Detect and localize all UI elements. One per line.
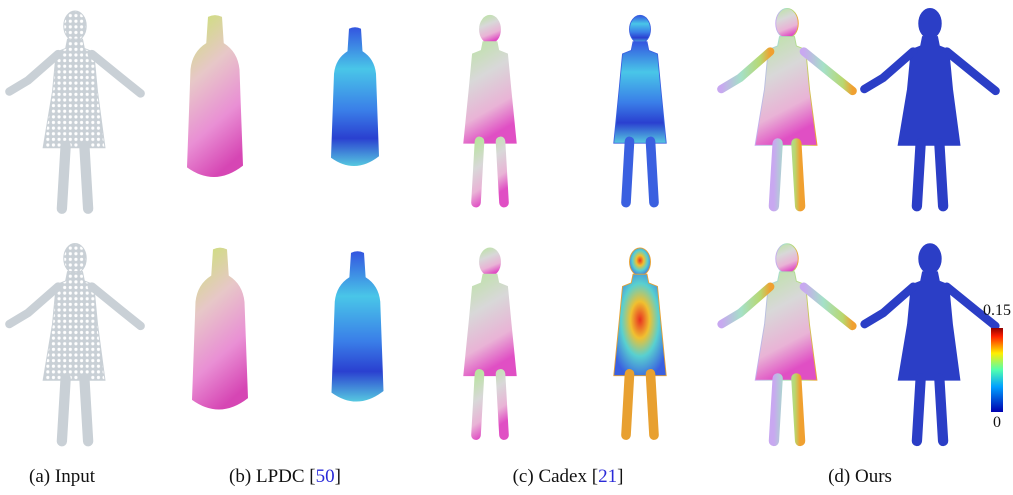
caption: (d) Ours (828, 466, 892, 488)
colorbar (991, 328, 1003, 412)
citation[interactable]: 21 (598, 466, 617, 487)
caption-text: ] (335, 466, 341, 487)
caption: (a) Input (29, 466, 95, 488)
caption-text: (d) Ours (828, 466, 892, 487)
citation[interactable]: 50 (316, 466, 335, 487)
colorbar-max: 0.15 (983, 302, 1011, 320)
row-1 (9, 8, 995, 208)
colorbar-min: 0 (993, 414, 1001, 432)
caption-text: (c) Cadex [ (513, 466, 598, 487)
caption-text: (a) Input (29, 466, 95, 487)
caption: (b) LPDC [50] (229, 466, 341, 488)
row-2 (9, 243, 995, 441)
caption-text: (b) LPDC [ (229, 466, 316, 487)
figure: 0.15 0 (a) Input (b) LPDC [50] (c) Cadex… (0, 0, 1013, 495)
caption: (c) Cadex [21] (513, 466, 624, 488)
renderings (0, 0, 1013, 495)
caption-text: ] (617, 466, 623, 487)
